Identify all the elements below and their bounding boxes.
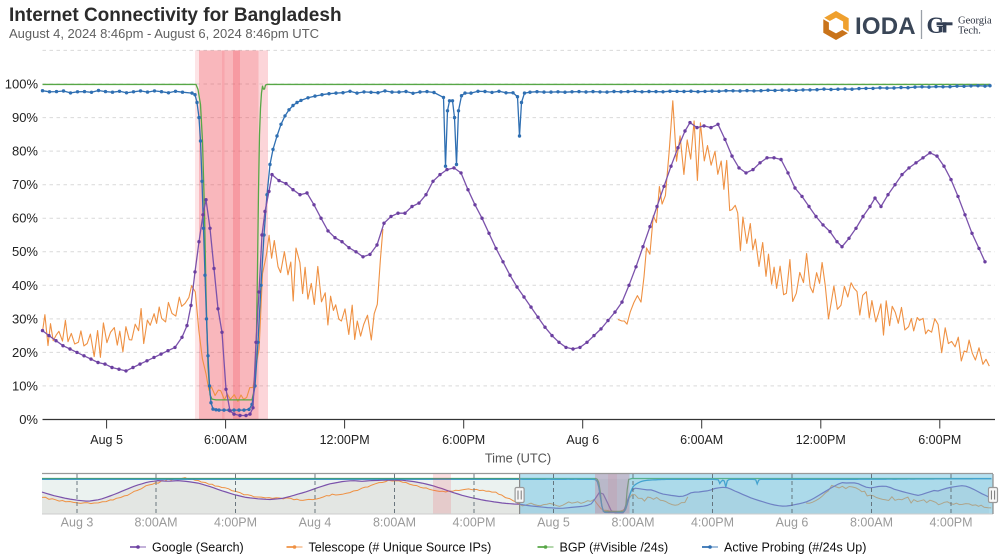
svg-text:50%: 50% (12, 244, 38, 259)
svg-text:Internet Connectivity for Bang: Internet Connectivity for Bangladesh (9, 5, 342, 26)
svg-text:4:00PM: 4:00PM (929, 516, 972, 530)
svg-text:6:00AM: 6:00AM (680, 433, 723, 447)
svg-text:8:00AM: 8:00AM (611, 516, 654, 530)
svg-text:4:00PM: 4:00PM (452, 516, 495, 530)
svg-text:Time (UTC): Time (UTC) (485, 451, 551, 466)
svg-text:4:00PM: 4:00PM (691, 516, 734, 530)
svg-text:6:00PM: 6:00PM (918, 433, 961, 447)
svg-text:Aug 6: Aug 6 (776, 516, 809, 530)
svg-text:10%: 10% (12, 378, 38, 393)
svg-text:Aug 5: Aug 5 (90, 433, 123, 447)
svg-text:12:00PM: 12:00PM (796, 433, 846, 447)
svg-text:Telescope (# Unique Source IPs: Telescope (# Unique Source IPs) (309, 541, 492, 555)
svg-text:20%: 20% (12, 345, 38, 360)
svg-text:6:00AM: 6:00AM (204, 433, 247, 447)
svg-text:Aug 5: Aug 5 (537, 516, 570, 530)
svg-text:BGP (#Visible /24s): BGP (#Visible /24s) (560, 541, 669, 555)
svg-text:Aug 3: Aug 3 (61, 516, 94, 530)
svg-text:Active Probing (#/24s Up): Active Probing (#/24s Up) (724, 541, 866, 555)
svg-text:8:00AM: 8:00AM (850, 516, 893, 530)
svg-text:August 4, 2024 8:46pm - August: August 4, 2024 8:46pm - August 6, 2024 8… (9, 26, 319, 41)
svg-text:8:00AM: 8:00AM (134, 516, 177, 530)
svg-text:6:00PM: 6:00PM (442, 433, 485, 447)
svg-text:80%: 80% (12, 144, 38, 159)
svg-text:40%: 40% (12, 278, 38, 293)
svg-text:IODA: IODA (855, 13, 916, 40)
svg-text:Aug 4: Aug 4 (299, 516, 332, 530)
svg-text:G: G (927, 13, 945, 38)
svg-text:4:00PM: 4:00PM (214, 516, 257, 530)
svg-text:Aug 6: Aug 6 (566, 433, 599, 447)
svg-text:30%: 30% (12, 311, 38, 326)
svg-text:12:00PM: 12:00PM (320, 433, 370, 447)
svg-text:70%: 70% (12, 177, 38, 192)
svg-text:100%: 100% (5, 77, 39, 92)
svg-text:90%: 90% (12, 110, 38, 125)
svg-text:0%: 0% (19, 412, 38, 427)
svg-text:8:00AM: 8:00AM (373, 516, 416, 530)
svg-text:60%: 60% (12, 211, 38, 226)
svg-text:Georgia: Georgia (958, 16, 992, 27)
svg-text:Tech.: Tech. (958, 26, 981, 37)
svg-text:Google (Search): Google (Search) (152, 541, 244, 555)
